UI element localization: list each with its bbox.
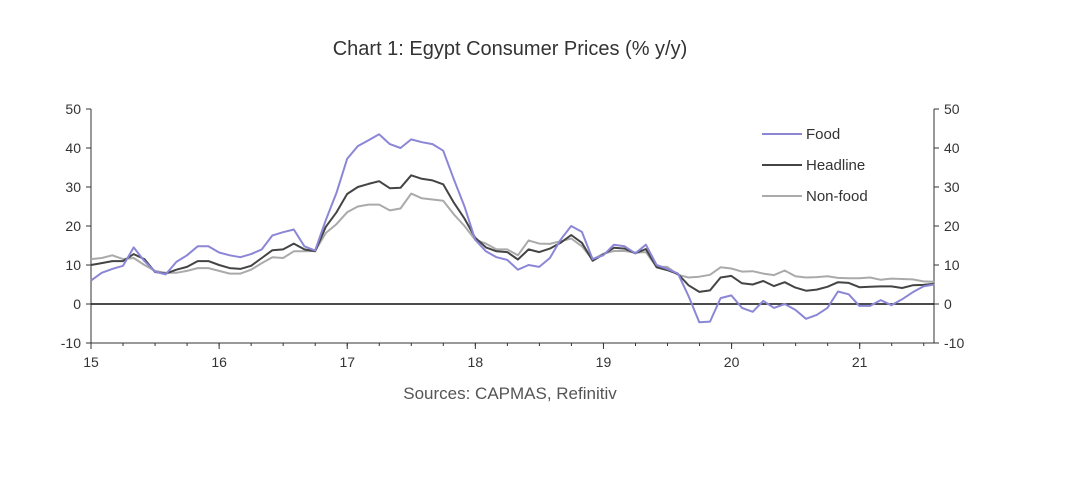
x-tick-label: 18 [468, 354, 484, 370]
x-tick-label: 19 [596, 354, 612, 370]
right-y-tick-label: -10 [944, 335, 964, 351]
right-y-tick-label: 30 [944, 179, 960, 195]
x-tick-label: 20 [724, 354, 740, 370]
x-tick-label: 21 [852, 354, 868, 370]
x-tick-label: 17 [339, 354, 355, 370]
chart-axes [90, 109, 935, 344]
left-y-tick-label: 20 [65, 218, 81, 234]
right-y-tick-label: 0 [944, 296, 952, 312]
legend-label-food: Food [806, 126, 840, 143]
right-y-tick-label: 20 [944, 218, 960, 234]
right-y-tick-label: 50 [944, 101, 960, 117]
left-y-tick-label: 40 [65, 140, 81, 156]
right-y-tick-label: 40 [944, 140, 960, 156]
chart-series-layer [90, 133, 935, 324]
left-y-tick-label: 30 [65, 179, 81, 195]
series-line-non-food [90, 192, 935, 283]
right-y-tick-label: 10 [944, 257, 960, 273]
legend-label-headline: Headline [806, 157, 865, 174]
x-tick-label: 16 [211, 354, 227, 370]
chart-legend: Food Headline Non-food [762, 126, 868, 205]
chart-source: Sources: CAPMAS, Refinitiv [403, 384, 617, 403]
left-y-tick-label: 0 [73, 296, 81, 312]
left-y-tick-label: 50 [65, 101, 81, 117]
left-y-tick-label: -10 [61, 335, 81, 351]
left-y-tick-label: 10 [65, 257, 81, 273]
series-line-food [90, 133, 935, 324]
legend-label-non-food: Non-food [806, 188, 868, 205]
chart-title: Chart 1: Egypt Consumer Prices (% y/y) [332, 38, 688, 60]
x-tick-label: 15 [83, 354, 99, 370]
series-line-headline [90, 174, 935, 293]
chart-ticks: -10 -10 0 0 10 10 20 20 30 30 40 40 50 50 15 16 17 18 19 20… [61, 101, 965, 370]
